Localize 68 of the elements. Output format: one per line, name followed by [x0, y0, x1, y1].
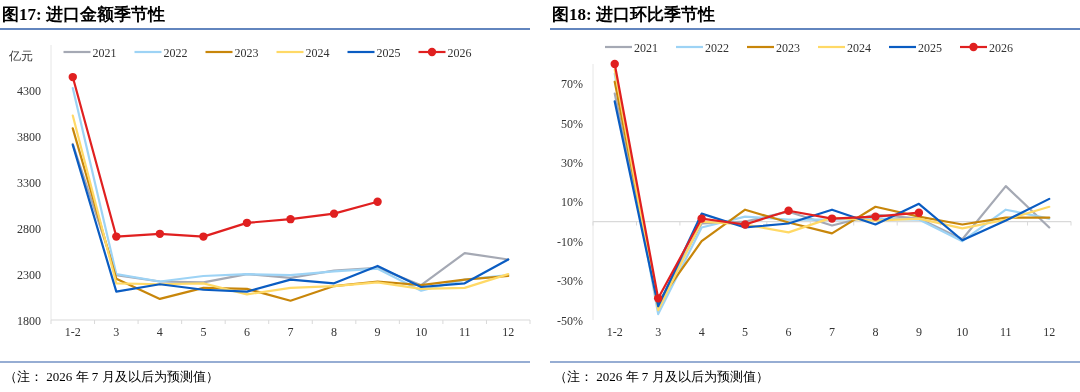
x-tick-label: 4 [156, 325, 163, 339]
x-tick-label: 12 [1043, 325, 1056, 339]
x-tick-label: 1-2 [606, 325, 623, 339]
point [286, 214, 295, 224]
x-tick-label: 6 [785, 325, 792, 339]
y-tick-label: 2800 [17, 221, 41, 236]
y-tick-label: 50% [561, 116, 583, 131]
x-tick-label: 10 [415, 325, 428, 339]
y-tick-label: 2300 [17, 267, 41, 282]
x-tick-label: 3 [655, 325, 662, 339]
y-tick-label: 3300 [17, 176, 41, 190]
x-tick-label: 10 [956, 325, 969, 339]
legend-label: 2026 [447, 45, 472, 60]
point [610, 59, 619, 69]
x-tick-label: 5 [742, 325, 749, 339]
x-tick-label: 8 [872, 325, 879, 339]
x-tick-label: 5 [200, 325, 207, 339]
point [329, 209, 339, 218]
x-tick-label: 11 [1000, 325, 1012, 339]
point [68, 72, 77, 82]
chart-title: 图18: 进口环比季节性 [552, 5, 715, 24]
y-tick-label: 10% [561, 195, 583, 210]
point [740, 220, 750, 229]
point [653, 294, 663, 303]
legend-label: 2023 [776, 40, 800, 55]
legend-label: 2025 [918, 40, 942, 55]
text: （注： 2026 年 7 月及以后为预测值） [4, 369, 219, 384]
x-tick-label: 7 [287, 325, 294, 339]
x-tick-label: 4 [698, 325, 705, 339]
point [871, 212, 880, 221]
x-tick-label: 3 [113, 325, 120, 339]
legend-label: 2024 [847, 40, 871, 55]
point [155, 229, 165, 239]
y-axis-title: 亿元 [8, 49, 33, 63]
x-tick-label: 1-2 [64, 325, 81, 339]
point [827, 214, 837, 223]
x-tick-label: 7 [829, 325, 835, 339]
point [373, 197, 382, 206]
x-tick-label: 6 [243, 325, 250, 339]
x-tick-label: 12 [502, 325, 515, 339]
legend-label: 2021 [634, 40, 658, 55]
x-tick-label: 9 [374, 325, 381, 339]
point [914, 208, 924, 217]
y-tick-label: -10% [557, 234, 583, 249]
legend-label: 2022 [163, 45, 188, 60]
legend-label: 2021 [92, 45, 117, 60]
legend-label: 2022 [705, 40, 729, 55]
point [697, 214, 706, 223]
chart-title: 图17: 进口金额季节性 [2, 5, 165, 24]
point [199, 232, 208, 241]
y-tick-label: 30% [561, 155, 583, 170]
legend-label: 2024 [305, 45, 330, 60]
text: （注： 2026 年 7 月及以后为预测值） [554, 369, 769, 384]
point [242, 218, 252, 228]
x-tick-label: 9 [915, 325, 922, 339]
x-tick-label: 8 [331, 325, 338, 339]
y-tick-label: 70% [561, 77, 583, 92]
legend-label: 2026 [989, 40, 1013, 55]
point [112, 232, 121, 241]
y-tick-label: 4300 [17, 84, 41, 99]
y-tick-label: -50% [557, 313, 583, 328]
y-tick-label: 3800 [17, 130, 41, 145]
legend-label: 2023 [234, 45, 259, 60]
legend-label: 2025 [376, 45, 401, 60]
y-tick-label: -30% [557, 274, 583, 289]
y-tick-label: 1800 [17, 313, 41, 328]
point [784, 206, 793, 215]
x-tick-label: 11 [458, 325, 471, 339]
